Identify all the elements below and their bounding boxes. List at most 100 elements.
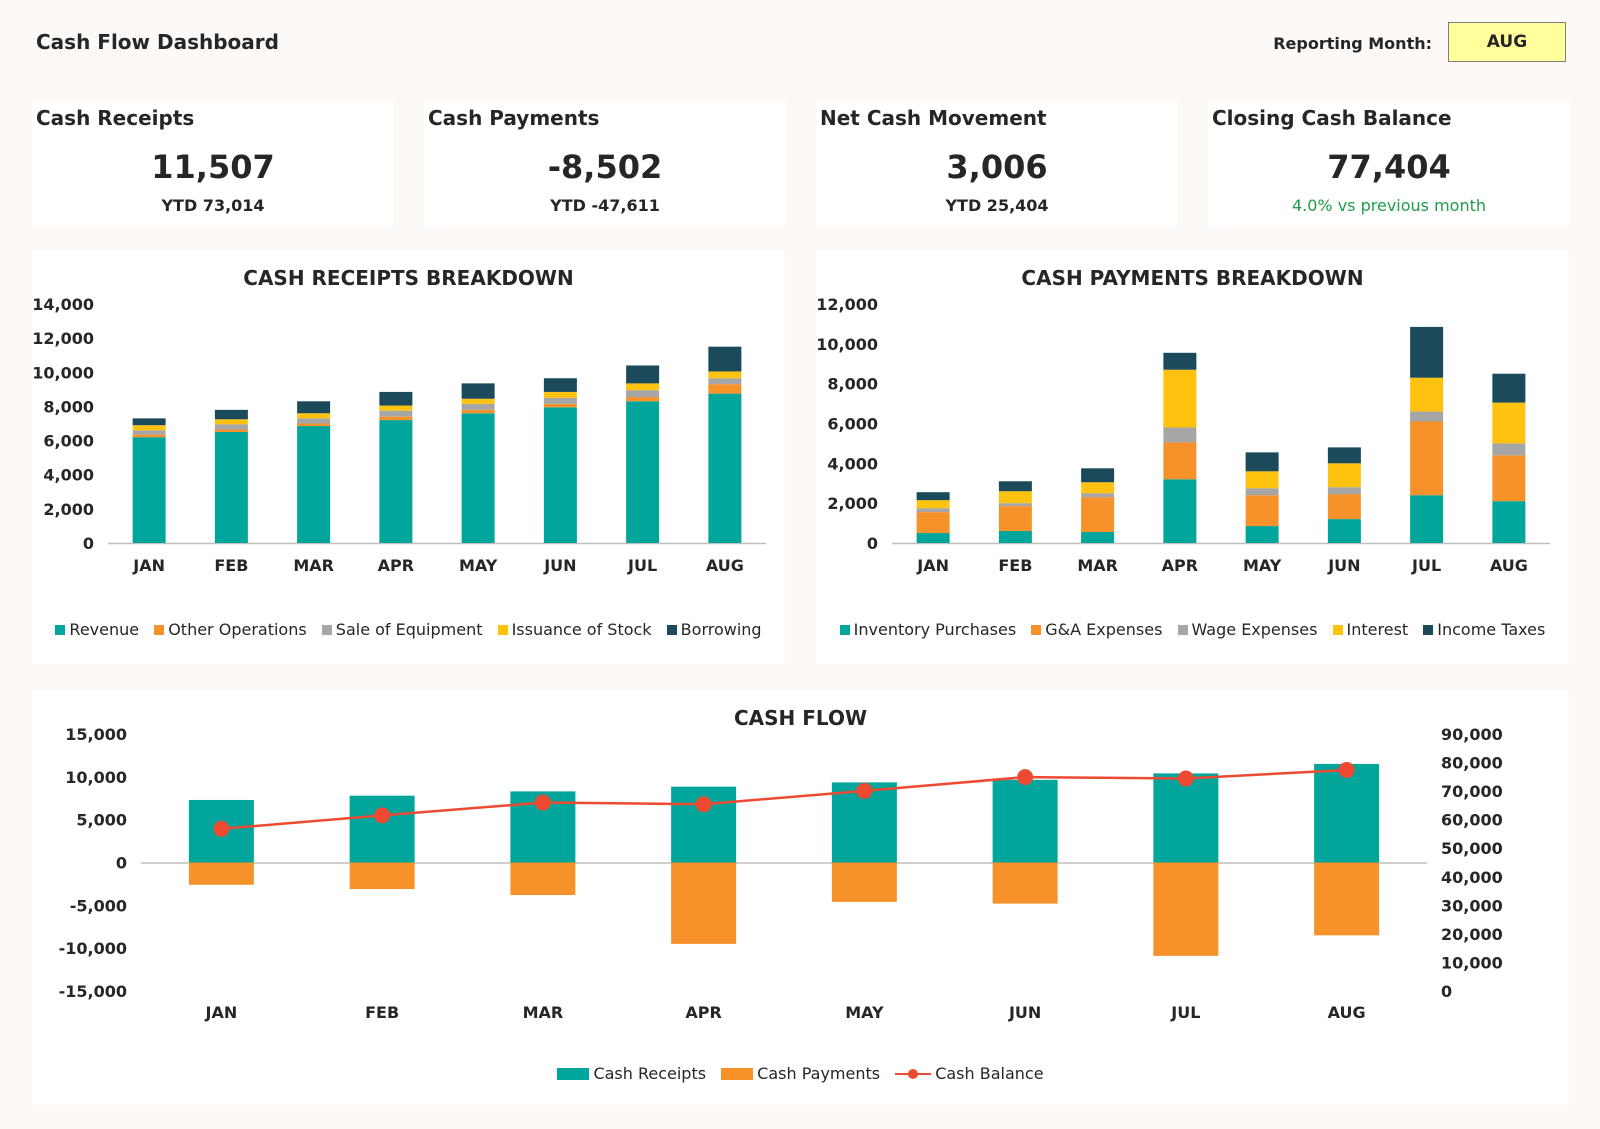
bar-segment xyxy=(1081,468,1115,483)
bar-segment xyxy=(626,365,660,384)
y-tick-label-left: -5,000 xyxy=(70,896,127,915)
cash-receipts-bar xyxy=(1153,773,1219,863)
legend-label: Income Taxes xyxy=(1437,620,1546,639)
legend-item-cash-balance: Cash Balance xyxy=(895,1064,1044,1083)
y-tick-label-right: 80,000 xyxy=(1441,754,1503,773)
bar-segment xyxy=(461,383,495,399)
x-tick-label: AUG xyxy=(706,556,744,575)
cash-receipts-bar xyxy=(992,779,1058,863)
bar-segment xyxy=(916,512,950,534)
chart-title: CASH FLOW xyxy=(733,706,868,730)
bar-segment xyxy=(998,531,1032,543)
legend-line-marker xyxy=(895,1068,932,1080)
bar-segment xyxy=(708,384,742,394)
legend-item-sale-of-equipment: Sale of Equipment xyxy=(321,620,482,639)
bar-segment xyxy=(297,426,331,543)
bar-segment xyxy=(998,481,1032,492)
cash-balance-point xyxy=(1017,769,1034,786)
y-tick-label-right: 60,000 xyxy=(1441,811,1503,830)
bar-segment xyxy=(461,413,495,543)
legend-swatch xyxy=(666,625,677,635)
bar-segment xyxy=(1410,326,1444,378)
legend-label: Cash Receipts xyxy=(593,1064,707,1083)
legend-swatch xyxy=(557,1068,590,1080)
bar-segment xyxy=(543,391,577,398)
bar-segment xyxy=(379,410,413,417)
cash-balance-point xyxy=(856,782,873,799)
bar-segment xyxy=(132,437,166,543)
kpi-net-cash-movement: Net Cash Movement 3,006 YTD 25,404 xyxy=(816,102,1178,227)
legend-item-revenue: Revenue xyxy=(55,620,139,639)
legend-swatch xyxy=(1423,625,1434,635)
bar-segment xyxy=(626,383,660,391)
bar-segment xyxy=(998,506,1032,532)
bar-segment xyxy=(1163,352,1197,370)
cash-payments-bar xyxy=(188,862,254,885)
bar-segment xyxy=(1245,471,1279,489)
bar-segment xyxy=(1327,494,1361,520)
legend-label: Revenue xyxy=(69,620,140,639)
x-tick-label: MAY xyxy=(1243,556,1282,575)
reporting-month-label: Reporting Month: xyxy=(1273,34,1432,53)
y-tick-label-right: 40,000 xyxy=(1441,868,1503,887)
legend-swatch xyxy=(55,625,66,635)
y-tick-label: 4,000 xyxy=(827,454,878,473)
reporting-month-select[interactable]: AUG xyxy=(1448,22,1566,62)
bar-segment xyxy=(1492,455,1526,502)
kpi-cash-receipts: Cash Receipts 11,507 YTD 73,014 xyxy=(32,102,394,227)
y-tick-label: 4,000 xyxy=(43,466,94,485)
legend-item-other-operations: Other Operations xyxy=(154,620,307,639)
bar-segment xyxy=(916,492,950,501)
legend-item-interest: Interest xyxy=(1332,620,1409,639)
bar-segment xyxy=(1163,427,1197,443)
legend-item-issuance-of-stock: Issuance of Stock xyxy=(497,620,652,639)
cash-balance-point xyxy=(374,807,391,824)
cash-payments-bar xyxy=(1153,862,1219,956)
kpi-ytd: YTD 73,014 xyxy=(161,196,265,215)
bar-segment xyxy=(461,398,495,404)
legend-swatch xyxy=(1031,625,1042,635)
cash-receipts-plot: 0 2,000 4,000 6,000 8,000 10,000 12,000 14,000 J… xyxy=(32,295,766,575)
bar-segment xyxy=(1163,479,1197,543)
x-tick-label: AUG xyxy=(1328,1003,1366,1022)
bar-segment xyxy=(1245,495,1279,527)
legend-label: Cash Payments xyxy=(757,1064,881,1083)
bar-segment xyxy=(708,371,742,379)
legend-label: Interest xyxy=(1346,620,1409,639)
bar-segment xyxy=(998,491,1032,504)
legend-label: Borrowing xyxy=(680,620,762,639)
legend-item-cash-receipts: Cash Receipts xyxy=(557,1064,706,1083)
bar-segment xyxy=(916,500,950,509)
x-tick-label: MAR xyxy=(523,1003,564,1022)
legend-item-inventory-purchases: Inventory Purchases xyxy=(839,620,1016,639)
kpi-value: 3,006 xyxy=(946,148,1048,186)
y-tick-label-left: 0 xyxy=(116,854,127,873)
x-tick-label: FEB xyxy=(998,556,1032,575)
bar-segment xyxy=(1410,411,1444,422)
bar-segment xyxy=(1410,421,1444,496)
legend-label: Wage Expenses xyxy=(1191,620,1318,639)
y-tick-label: 8,000 xyxy=(43,397,94,416)
bar-segment xyxy=(543,403,577,408)
bar-segment xyxy=(379,420,413,543)
y-tick-label-right: 50,000 xyxy=(1441,839,1503,858)
y-tick-label-left: -15,000 xyxy=(59,982,127,1001)
bar-segment xyxy=(132,430,166,435)
x-tick-label: MAR xyxy=(1077,556,1118,575)
cash-flow-plot: -15,000 -10,000 -5,000 0 5,000 10,000 15,000 0 1… xyxy=(59,725,1503,1022)
y-tick-label-right: 0 xyxy=(1441,982,1452,1001)
bar-segment xyxy=(1327,519,1361,543)
legend-item-cash-payments: Cash Payments xyxy=(721,1064,880,1083)
cash-payments-bar xyxy=(349,862,415,890)
kpi-title: Closing Cash Balance xyxy=(1212,106,1452,130)
y-tick-label-right: 90,000 xyxy=(1441,725,1503,744)
x-tick-label: APR xyxy=(378,556,414,575)
bar-segment xyxy=(1081,482,1115,494)
legend-label: Issuance of Stock xyxy=(511,620,652,639)
legend-swatch xyxy=(1177,625,1188,635)
bar-segment xyxy=(132,418,166,426)
legend-item-wage-expenses: Wage Expenses xyxy=(1177,620,1318,639)
bar-segment xyxy=(379,391,413,406)
bar-segment xyxy=(1163,442,1197,480)
cash-receipts-bar xyxy=(349,795,415,863)
